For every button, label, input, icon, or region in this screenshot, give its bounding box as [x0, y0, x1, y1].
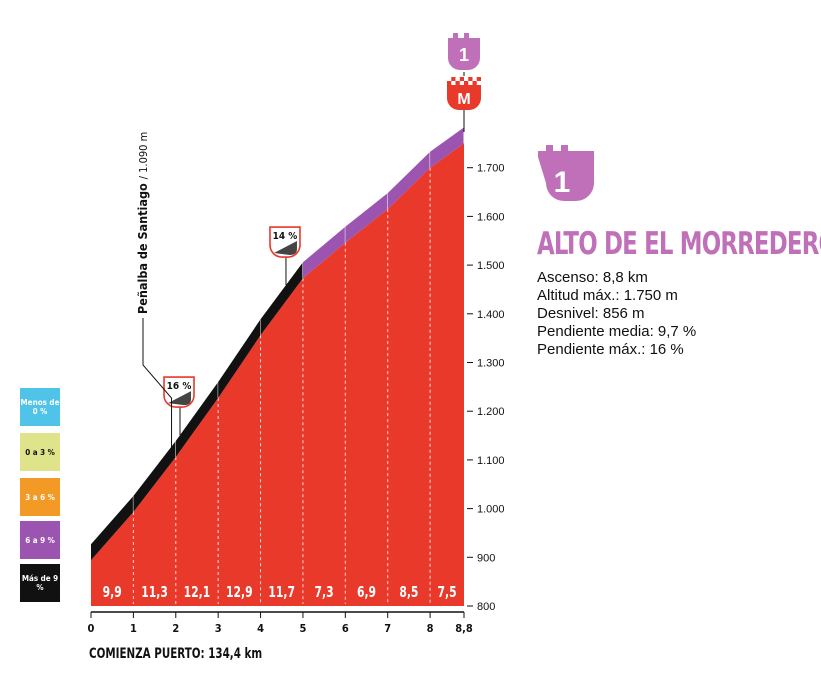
- climb-title: ALTO DE EL MORREDERO: [537, 226, 821, 262]
- segment-gradient-label: 11,7: [268, 584, 295, 602]
- waypoint-altitude: / 1.090 m: [137, 132, 150, 180]
- stat-ascent: Ascenso: 8,8 km: [537, 269, 648, 286]
- segment-gradient-label: 11,3: [141, 584, 168, 602]
- y-tick-label: 1.300: [477, 358, 505, 370]
- info-category-badge: [538, 145, 594, 201]
- stat-max-gradient: Pendiente máx.: 16 %: [537, 341, 684, 358]
- max-gradient-marker: 14 %: [269, 226, 301, 286]
- profile-area: [91, 143, 464, 606]
- stat-average-gradient: Pendiente media: 9,7 %: [537, 323, 697, 340]
- gradient-badge-label: 14 %: [273, 231, 298, 242]
- x-tick-label: 0: [88, 622, 95, 635]
- legend-item: 6 a 9 %: [20, 521, 60, 559]
- x-tick-label: 7: [384, 622, 391, 635]
- segment-gradient-label: 7,5: [437, 584, 456, 602]
- segment-gradient-label: 12,1: [184, 584, 211, 602]
- y-tick-label: 1.400: [477, 309, 505, 321]
- category-badge-number: 1: [459, 45, 469, 65]
- checkered-square: [464, 77, 469, 81]
- checkered-square: [459, 81, 464, 85]
- gradient-slope-icon: [168, 391, 192, 406]
- slope-band-segment: [133, 440, 176, 513]
- climb-start-label: COMIENZA PUERTO: 134,4 km: [89, 646, 263, 662]
- climb-stats: Ascenso: 8,8 km Altitud máx.: 1.750 m De…: [537, 269, 696, 359]
- checkered-square: [472, 77, 477, 81]
- segment-gradient-label: 12,9: [226, 584, 253, 602]
- slope-band-segment: [91, 496, 134, 561]
- x-tick-label: 8: [427, 622, 434, 635]
- legend-item: Más de 9 %: [20, 564, 60, 602]
- summit-category-badge: 1: [448, 33, 480, 70]
- finish-badge-shape: [447, 77, 481, 110]
- x-tick-label: 4: [257, 622, 264, 635]
- checkered-square: [476, 81, 481, 85]
- gradient-slope-icon: [273, 241, 297, 256]
- segment-gradient-label: 9,9: [103, 584, 122, 602]
- segment-gradient-label: 7,3: [315, 584, 334, 602]
- stat-elevation-gain: Desnivel: 856 m: [537, 305, 645, 322]
- legend-item: 3 a 6 %: [20, 478, 60, 516]
- slope-band-segment: [345, 193, 388, 243]
- y-tick-label: 1.100: [477, 455, 505, 467]
- y-tick-label: 900: [477, 552, 495, 564]
- waypoint-leader: [142, 318, 173, 455]
- slope-band-segment: [175, 382, 219, 457]
- waypoint-name: Peñalba de Santiago: [135, 179, 150, 314]
- slope-band-segment: [302, 226, 346, 279]
- checkered-square: [468, 81, 473, 85]
- info-category-number: 1: [554, 166, 571, 199]
- x-tick-label: 5: [299, 622, 306, 635]
- y-tick-label: 800: [477, 601, 495, 613]
- checkered-square: [451, 81, 456, 85]
- segment-gradient-label: 6,9: [357, 584, 376, 602]
- x-tick-label: 6: [342, 622, 349, 635]
- x-tick-label: 3: [215, 622, 222, 635]
- waypoint-label: Peñalba de Santiago / 1.090 m: [135, 132, 150, 314]
- slope-band-segment: [260, 262, 303, 336]
- checkered-square: [447, 77, 452, 81]
- checkered-square: [455, 77, 460, 81]
- segment-gradient-label: 8,5: [399, 584, 418, 602]
- summit-finish-badge: M: [447, 77, 481, 110]
- y-tick-label: 1.200: [477, 406, 505, 418]
- gradient-badge-label: 16 %: [167, 381, 192, 392]
- stat-max-altitude: Altitud máx.: 1.750 m: [537, 287, 678, 304]
- x-tick-label: 1: [130, 622, 137, 635]
- legend-item: Menos de 0 %: [20, 388, 60, 426]
- slope-band-segment: [218, 319, 261, 399]
- y-tick-label: 1.600: [477, 211, 505, 223]
- slope-band-segment: [387, 151, 431, 210]
- legend-item: 0 a 3 %: [20, 433, 60, 471]
- y-tick-label: 1.000: [477, 504, 505, 516]
- y-tick-label: 1.700: [477, 163, 505, 175]
- y-tick-label: 1.500: [477, 260, 505, 272]
- category-badge-shape: [448, 33, 480, 70]
- finish-badge-letter: M: [457, 91, 470, 108]
- slope-band-segment: [430, 127, 464, 168]
- x-tick-label: 2: [172, 622, 179, 635]
- x-tick-label: 8,8: [455, 622, 473, 635]
